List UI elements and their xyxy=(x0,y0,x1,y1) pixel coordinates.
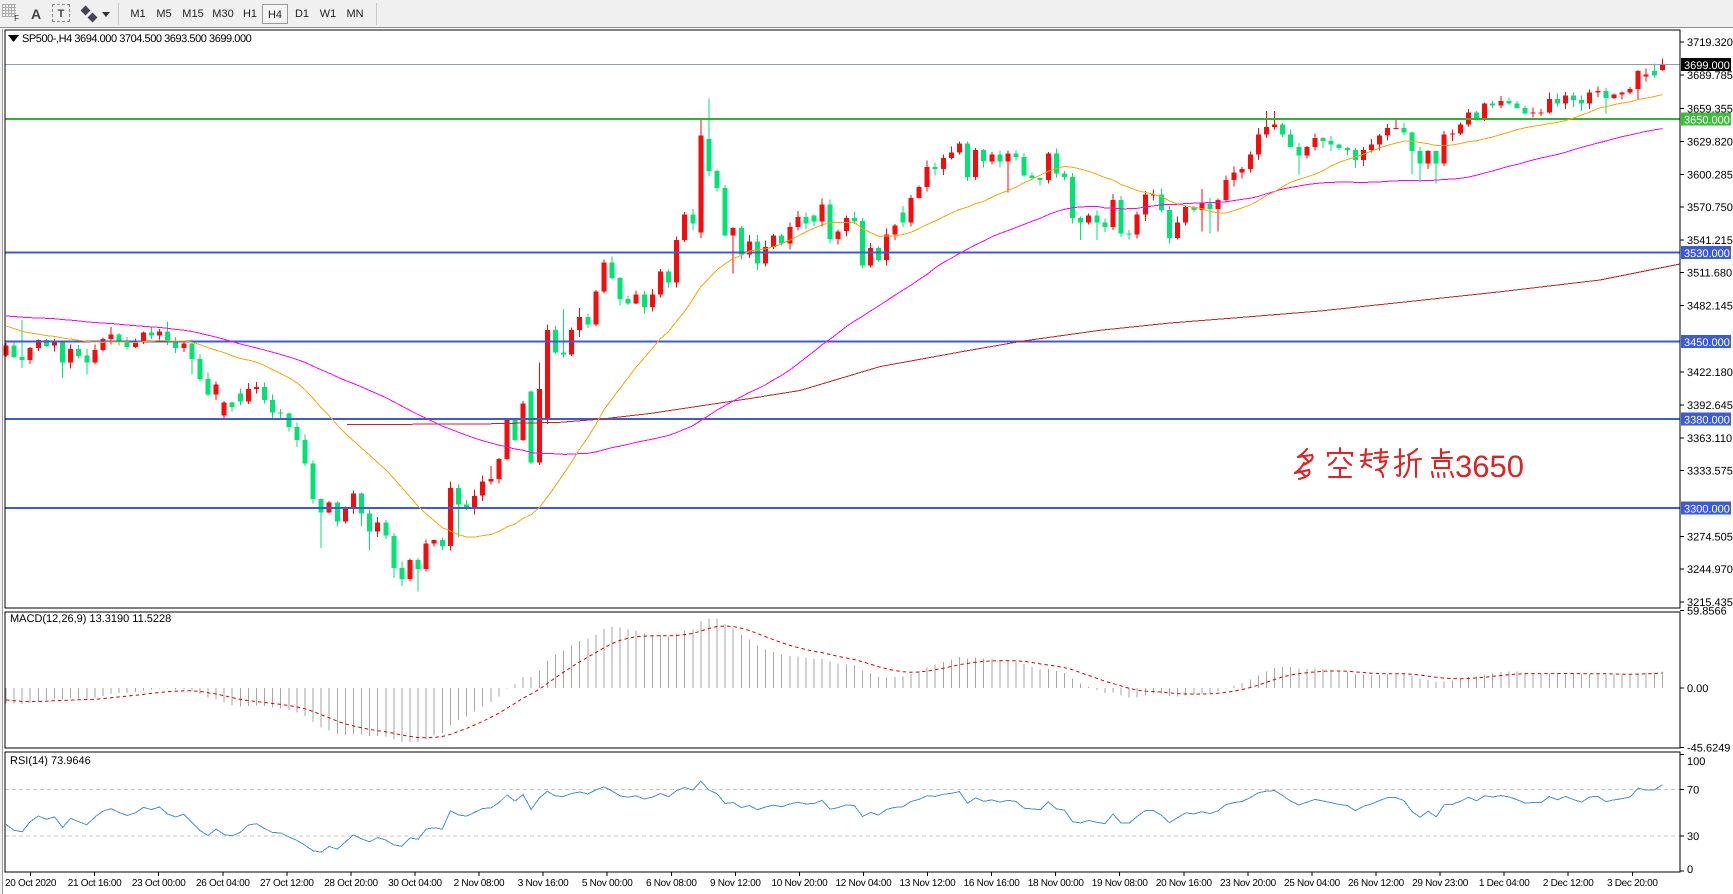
svg-text:3689.785: 3689.785 xyxy=(1687,70,1733,82)
svg-text:21 Oct 16:00: 21 Oct 16:00 xyxy=(68,878,122,889)
svg-text:-45.6249: -45.6249 xyxy=(1687,742,1730,754)
svg-text:3215.435: 3215.435 xyxy=(1687,597,1733,609)
svg-text:9 Nov 12:00: 9 Nov 12:00 xyxy=(710,878,761,889)
svg-text:3650.000: 3650.000 xyxy=(1684,115,1730,127)
svg-text:3570.750: 3570.750 xyxy=(1687,202,1733,214)
svg-text:30: 30 xyxy=(1687,831,1699,843)
svg-text:3 Nov 16:00: 3 Nov 16:00 xyxy=(518,878,569,889)
svg-text:10 Nov 20:00: 10 Nov 20:00 xyxy=(771,878,828,889)
svg-text:3511.680: 3511.680 xyxy=(1687,268,1732,280)
svg-text:5 Nov 00:00: 5 Nov 00:00 xyxy=(582,878,633,889)
svg-text:3 Dec 20:00: 3 Dec 20:00 xyxy=(1607,878,1658,889)
svg-text:3422.180: 3422.180 xyxy=(1687,367,1733,379)
svg-text:3274.505: 3274.505 xyxy=(1687,531,1733,543)
svg-text:18 Nov 00:00: 18 Nov 00:00 xyxy=(1028,878,1085,889)
svg-text:3600.285: 3600.285 xyxy=(1687,169,1733,181)
svg-text:25 Nov 04:00: 25 Nov 04:00 xyxy=(1284,878,1341,889)
svg-text:30 Oct 04:00: 30 Oct 04:00 xyxy=(388,878,442,889)
svg-text:19 Nov 08:00: 19 Nov 08:00 xyxy=(1092,878,1149,889)
svg-text:3300.000: 3300.000 xyxy=(1684,504,1730,516)
svg-text:1 Dec 04:00: 1 Dec 04:00 xyxy=(1479,878,1530,889)
svg-text:RSI(14) 73.9646: RSI(14) 73.9646 xyxy=(10,755,91,767)
svg-text:3392.645: 3392.645 xyxy=(1687,400,1733,412)
svg-text:20 Nov 16:00: 20 Nov 16:00 xyxy=(1156,878,1213,889)
svg-text:SP500-,H4 3694.000 3704.500 3: SP500-,H4 3694.000 3704.500 3693.500 369… xyxy=(22,33,252,45)
svg-text:3541.215: 3541.215 xyxy=(1687,235,1733,247)
svg-text:6 Nov 08:00: 6 Nov 08:00 xyxy=(646,878,697,889)
svg-text:29 Nov 23:00: 29 Nov 23:00 xyxy=(1412,878,1469,889)
svg-text:100: 100 xyxy=(1687,756,1705,768)
svg-text:26 Nov 12:00: 26 Nov 12:00 xyxy=(1348,878,1405,889)
svg-text:27 Oct 12:00: 27 Oct 12:00 xyxy=(260,878,314,889)
svg-text:3650: 3650 xyxy=(1455,449,1524,484)
svg-text:28 Oct 20:00: 28 Oct 20:00 xyxy=(324,878,378,889)
svg-text:59.8566: 59.8566 xyxy=(1687,606,1727,618)
svg-text:3450.000: 3450.000 xyxy=(1684,337,1730,349)
svg-text:3482.145: 3482.145 xyxy=(1687,301,1733,313)
svg-text:26 Oct 04:00: 26 Oct 04:00 xyxy=(196,878,250,889)
svg-text:12 Nov 04:00: 12 Nov 04:00 xyxy=(836,878,893,889)
svg-text:2 Dec 12:00: 2 Dec 12:00 xyxy=(1543,878,1594,889)
svg-text:3244.970: 3244.970 xyxy=(1687,564,1733,576)
svg-text:70: 70 xyxy=(1687,784,1699,796)
svg-text:0.00: 0.00 xyxy=(1687,683,1708,695)
svg-text:20 Oct 2020: 20 Oct 2020 xyxy=(5,878,57,889)
svg-text:3333.575: 3333.575 xyxy=(1687,466,1733,478)
svg-text:13 Nov 12:00: 13 Nov 12:00 xyxy=(900,878,957,889)
svg-text:16 Nov 16:00: 16 Nov 16:00 xyxy=(964,878,1021,889)
svg-text:23 Nov 20:00: 23 Nov 20:00 xyxy=(1220,878,1277,889)
svg-text:3629.820: 3629.820 xyxy=(1687,136,1733,148)
svg-text:MACD(12,26,9) 13.3190 11.5228: MACD(12,26,9) 13.3190 11.5228 xyxy=(10,613,171,625)
svg-text:0: 0 xyxy=(1687,864,1693,876)
svg-text:2 Nov 08:00: 2 Nov 08:00 xyxy=(454,878,505,889)
svg-text:3530.000: 3530.000 xyxy=(1684,248,1730,260)
svg-text:23 Oct 00:00: 23 Oct 00:00 xyxy=(132,878,186,889)
svg-text:3380.000: 3380.000 xyxy=(1684,415,1730,427)
svg-text:3699.000: 3699.000 xyxy=(1684,60,1730,72)
svg-text:3363.110: 3363.110 xyxy=(1687,433,1732,445)
svg-text:3719.320: 3719.320 xyxy=(1687,37,1733,49)
